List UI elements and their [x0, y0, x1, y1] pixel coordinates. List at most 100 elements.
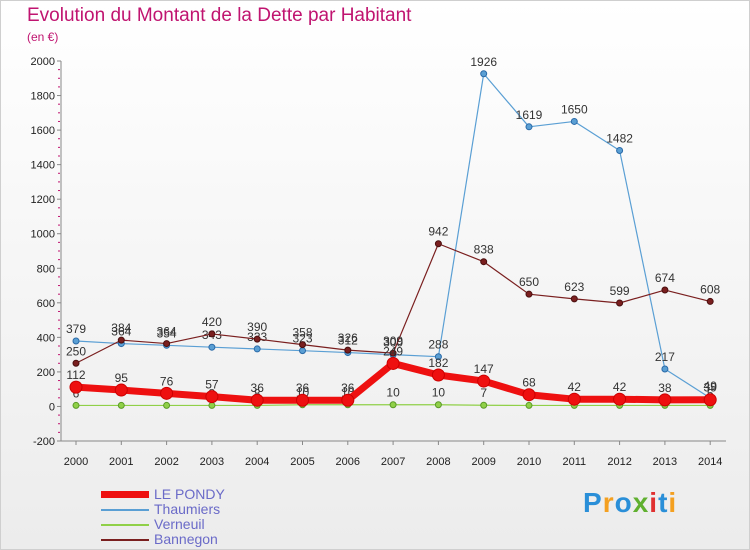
y-minor-tick [58, 120, 60, 122]
x-tick-label: 2013 [653, 456, 677, 468]
verneuil-point [163, 401, 171, 409]
bannegon-point [661, 286, 669, 294]
y-tick-label: 1400 [31, 160, 55, 172]
y-tick-label: 1200 [31, 194, 55, 206]
bannegon-data-label: 942 [428, 225, 448, 239]
thaumiers-data-label: 379 [66, 322, 86, 336]
le-pondy-point [567, 392, 581, 406]
y-minor-tick [58, 103, 60, 105]
y-minor-tick [58, 181, 60, 183]
le-pondy-data-label: 95 [115, 371, 129, 385]
le-pondy-data-label: 36 [341, 381, 355, 395]
thaumiers-data-label: 288 [428, 338, 448, 352]
y-minor-tick [58, 190, 60, 192]
verneuil-data-label: 7 [480, 386, 487, 400]
thaumiers-data-label: 217 [655, 350, 675, 364]
verneuil-point [480, 401, 488, 409]
le-pondy-point [296, 393, 309, 407]
x-tick-label: 2014 [698, 456, 722, 468]
thaumiers-data-label: 1619 [516, 108, 543, 122]
bannegon-point [253, 335, 261, 343]
thaumiers-point [299, 347, 306, 355]
bannegon-point [434, 240, 442, 248]
bannegon-data-label: 250 [66, 344, 86, 358]
thaumiers-point [72, 337, 80, 345]
bannegon-data-label: 420 [202, 315, 222, 329]
y-minor-tick [58, 328, 60, 330]
legend-item-bannegon: Bannegon [101, 531, 321, 547]
bannegon-point [706, 297, 714, 305]
x-tick-label: 2004 [245, 456, 269, 468]
y-tick-label: 200 [37, 367, 55, 379]
thaumiers-point [616, 146, 624, 154]
y-minor-tick [58, 77, 60, 79]
y-tick-label: 800 [37, 263, 55, 275]
bannegon-point [616, 299, 624, 307]
thaumiers-data-label: 323 [292, 332, 312, 346]
y-minor-tick [58, 259, 60, 261]
y-minor-tick [58, 207, 60, 209]
x-tick-label: 2002 [154, 456, 178, 468]
x-tick-label: 2000 [64, 456, 88, 468]
le-pondy-point [205, 390, 219, 404]
y-tick-label: 1800 [31, 91, 55, 103]
thaumiers-point [480, 70, 488, 78]
y-minor-tick [58, 423, 60, 425]
thaumiers-point [208, 343, 216, 351]
y-tick-label: 1000 [31, 229, 55, 241]
bannegon-point [72, 359, 80, 367]
le-pondy-point [522, 388, 536, 402]
bannegon-data-label: 309 [383, 334, 403, 348]
bannegon-point [525, 290, 533, 298]
thaumiers-point [570, 117, 578, 125]
verneuil-data-label: 10 [432, 386, 446, 400]
le-pondy-data-label: 57 [205, 378, 219, 392]
x-tick-label: 2007 [381, 456, 405, 468]
y-minor-tick [58, 380, 60, 382]
y-minor-tick [58, 319, 60, 321]
verneuil-point [117, 401, 125, 409]
y-minor-tick [58, 276, 60, 278]
bannegon-data-label: 608 [700, 282, 720, 296]
x-tick-label: 2008 [426, 456, 450, 468]
le-pondy-point [386, 356, 400, 370]
bannegon-data-label: 674 [655, 271, 675, 285]
le-pondy-data-label: 38 [658, 381, 672, 395]
verneuil-point [525, 401, 533, 409]
proxiti-logo: Proxiti [583, 487, 678, 518]
x-tick-label: 2005 [290, 456, 314, 468]
x-tick-label: 2011 [562, 456, 586, 468]
y-minor-tick [58, 293, 60, 295]
le-pondy-data-label: 76 [160, 374, 174, 388]
y-minor-tick [58, 388, 60, 390]
y-minor-tick [58, 431, 60, 433]
y-minor-tick [58, 86, 60, 88]
thaumiers-data-label: 354 [157, 326, 177, 340]
x-tick-label: 2010 [517, 456, 541, 468]
bannegon-data-label: 623 [564, 280, 584, 294]
le-pondy-data-label: 68 [522, 376, 536, 390]
x-tick-label: 2012 [607, 456, 631, 468]
y-tick-label: 1600 [31, 125, 55, 137]
y-tick-label: -200 [33, 436, 55, 448]
verneuil-data-label: 8 [254, 386, 261, 400]
legend-swatch [101, 524, 149, 526]
le-pondy-point [658, 393, 672, 407]
legend-item-le-pondy: LE PONDY [101, 486, 321, 502]
verneuil-point [72, 401, 80, 409]
y-minor-tick [58, 250, 60, 252]
y-tick-label: 0 [49, 401, 55, 413]
bannegon-point [480, 258, 488, 266]
bannegon-point [208, 330, 216, 338]
thaumiers-data-label: 1482 [606, 131, 633, 145]
legend-label: LE PONDY [154, 486, 225, 502]
legend-item-verneuil: Verneuil [101, 516, 321, 532]
y-minor-tick [58, 215, 60, 217]
thaumiers-data-label: 364 [111, 325, 131, 339]
y-tick-label: 2000 [31, 56, 55, 68]
thaumiers-point [661, 365, 669, 373]
y-minor-tick [58, 354, 60, 356]
le-pondy-point [431, 368, 445, 382]
le-pondy-point [69, 380, 83, 394]
